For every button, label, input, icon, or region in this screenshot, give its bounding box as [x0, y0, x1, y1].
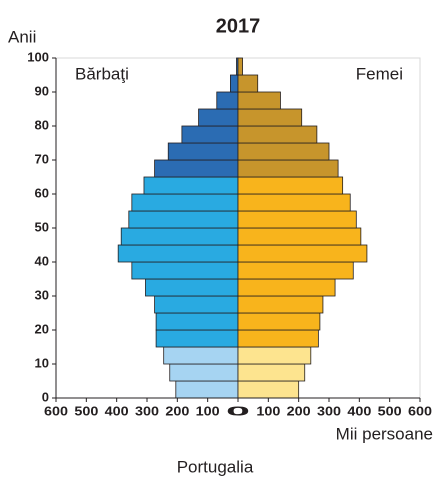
x-axis-label: Mii persoane: [336, 424, 433, 443]
x-tick-label: 300: [135, 403, 159, 418]
footer: Portugalia: [177, 457, 254, 476]
x-tick-label: 600: [408, 403, 432, 418]
bar: [237, 295, 324, 314]
bar: [154, 159, 239, 178]
y-tick-label: 0: [42, 389, 49, 404]
bar: [237, 363, 306, 382]
bar: [145, 278, 239, 297]
bar: [163, 346, 239, 365]
x-tick-label: 600: [44, 403, 68, 418]
bar: [237, 125, 318, 144]
bar: [216, 91, 239, 110]
bar: [237, 210, 357, 229]
bar: [131, 193, 239, 212]
legend-left: Bărbaţi: [75, 64, 129, 83]
bar: [237, 91, 281, 110]
bar: [167, 142, 239, 161]
bar: [237, 159, 339, 178]
bar: [128, 210, 239, 229]
y-tick-label: 30: [35, 287, 49, 302]
bar: [131, 261, 239, 280]
x-tick-label: 300: [317, 403, 341, 418]
x-tick-label: 500: [378, 403, 402, 418]
y-tick-label: 40: [35, 253, 49, 268]
x-tick-label: 400: [105, 403, 129, 418]
x-tick-label: 100: [196, 403, 220, 418]
x-tick-label: 100: [256, 403, 280, 418]
bar: [155, 312, 239, 331]
y-tick-label: 20: [35, 321, 49, 336]
bar: [237, 312, 321, 331]
y-tick-label: 60: [35, 185, 49, 200]
bar: [175, 380, 239, 399]
y-tick-label: 50: [35, 219, 49, 234]
bar: [237, 244, 368, 263]
x-tick-label: 0: [226, 403, 250, 418]
y-axis-label: Anii: [8, 27, 36, 46]
x-tick-label: 200: [165, 403, 189, 418]
y-tick-label: 70: [35, 151, 49, 166]
bar: [237, 380, 300, 399]
y-tick-label: 100: [27, 49, 49, 64]
bar: [155, 329, 239, 348]
bar: [198, 108, 239, 127]
bar: [237, 329, 319, 348]
x-tick-label: 200: [287, 403, 311, 418]
bar: [237, 74, 259, 93]
bar: [237, 193, 351, 212]
bar: [237, 261, 354, 280]
y-tick-label: 80: [35, 117, 49, 132]
y-tick-label: 10: [35, 355, 49, 370]
bar: [120, 227, 239, 246]
chart-title: 2017: [216, 15, 261, 37]
bar: [237, 227, 362, 246]
y-tick-label: 90: [35, 83, 49, 98]
x-tick-label: 500: [74, 403, 98, 418]
bar: [237, 176, 344, 195]
bar: [154, 295, 239, 314]
bar: [143, 176, 239, 195]
legend-right: Femei: [356, 64, 403, 83]
bar: [237, 278, 336, 297]
bar: [237, 57, 243, 76]
x-tick-label: 400: [347, 403, 371, 418]
bar: [169, 363, 239, 382]
bar: [237, 142, 330, 161]
bar: [237, 108, 303, 127]
bar: [117, 244, 239, 263]
bar: [181, 125, 239, 144]
bar: [237, 346, 312, 365]
bar: [230, 74, 239, 93]
